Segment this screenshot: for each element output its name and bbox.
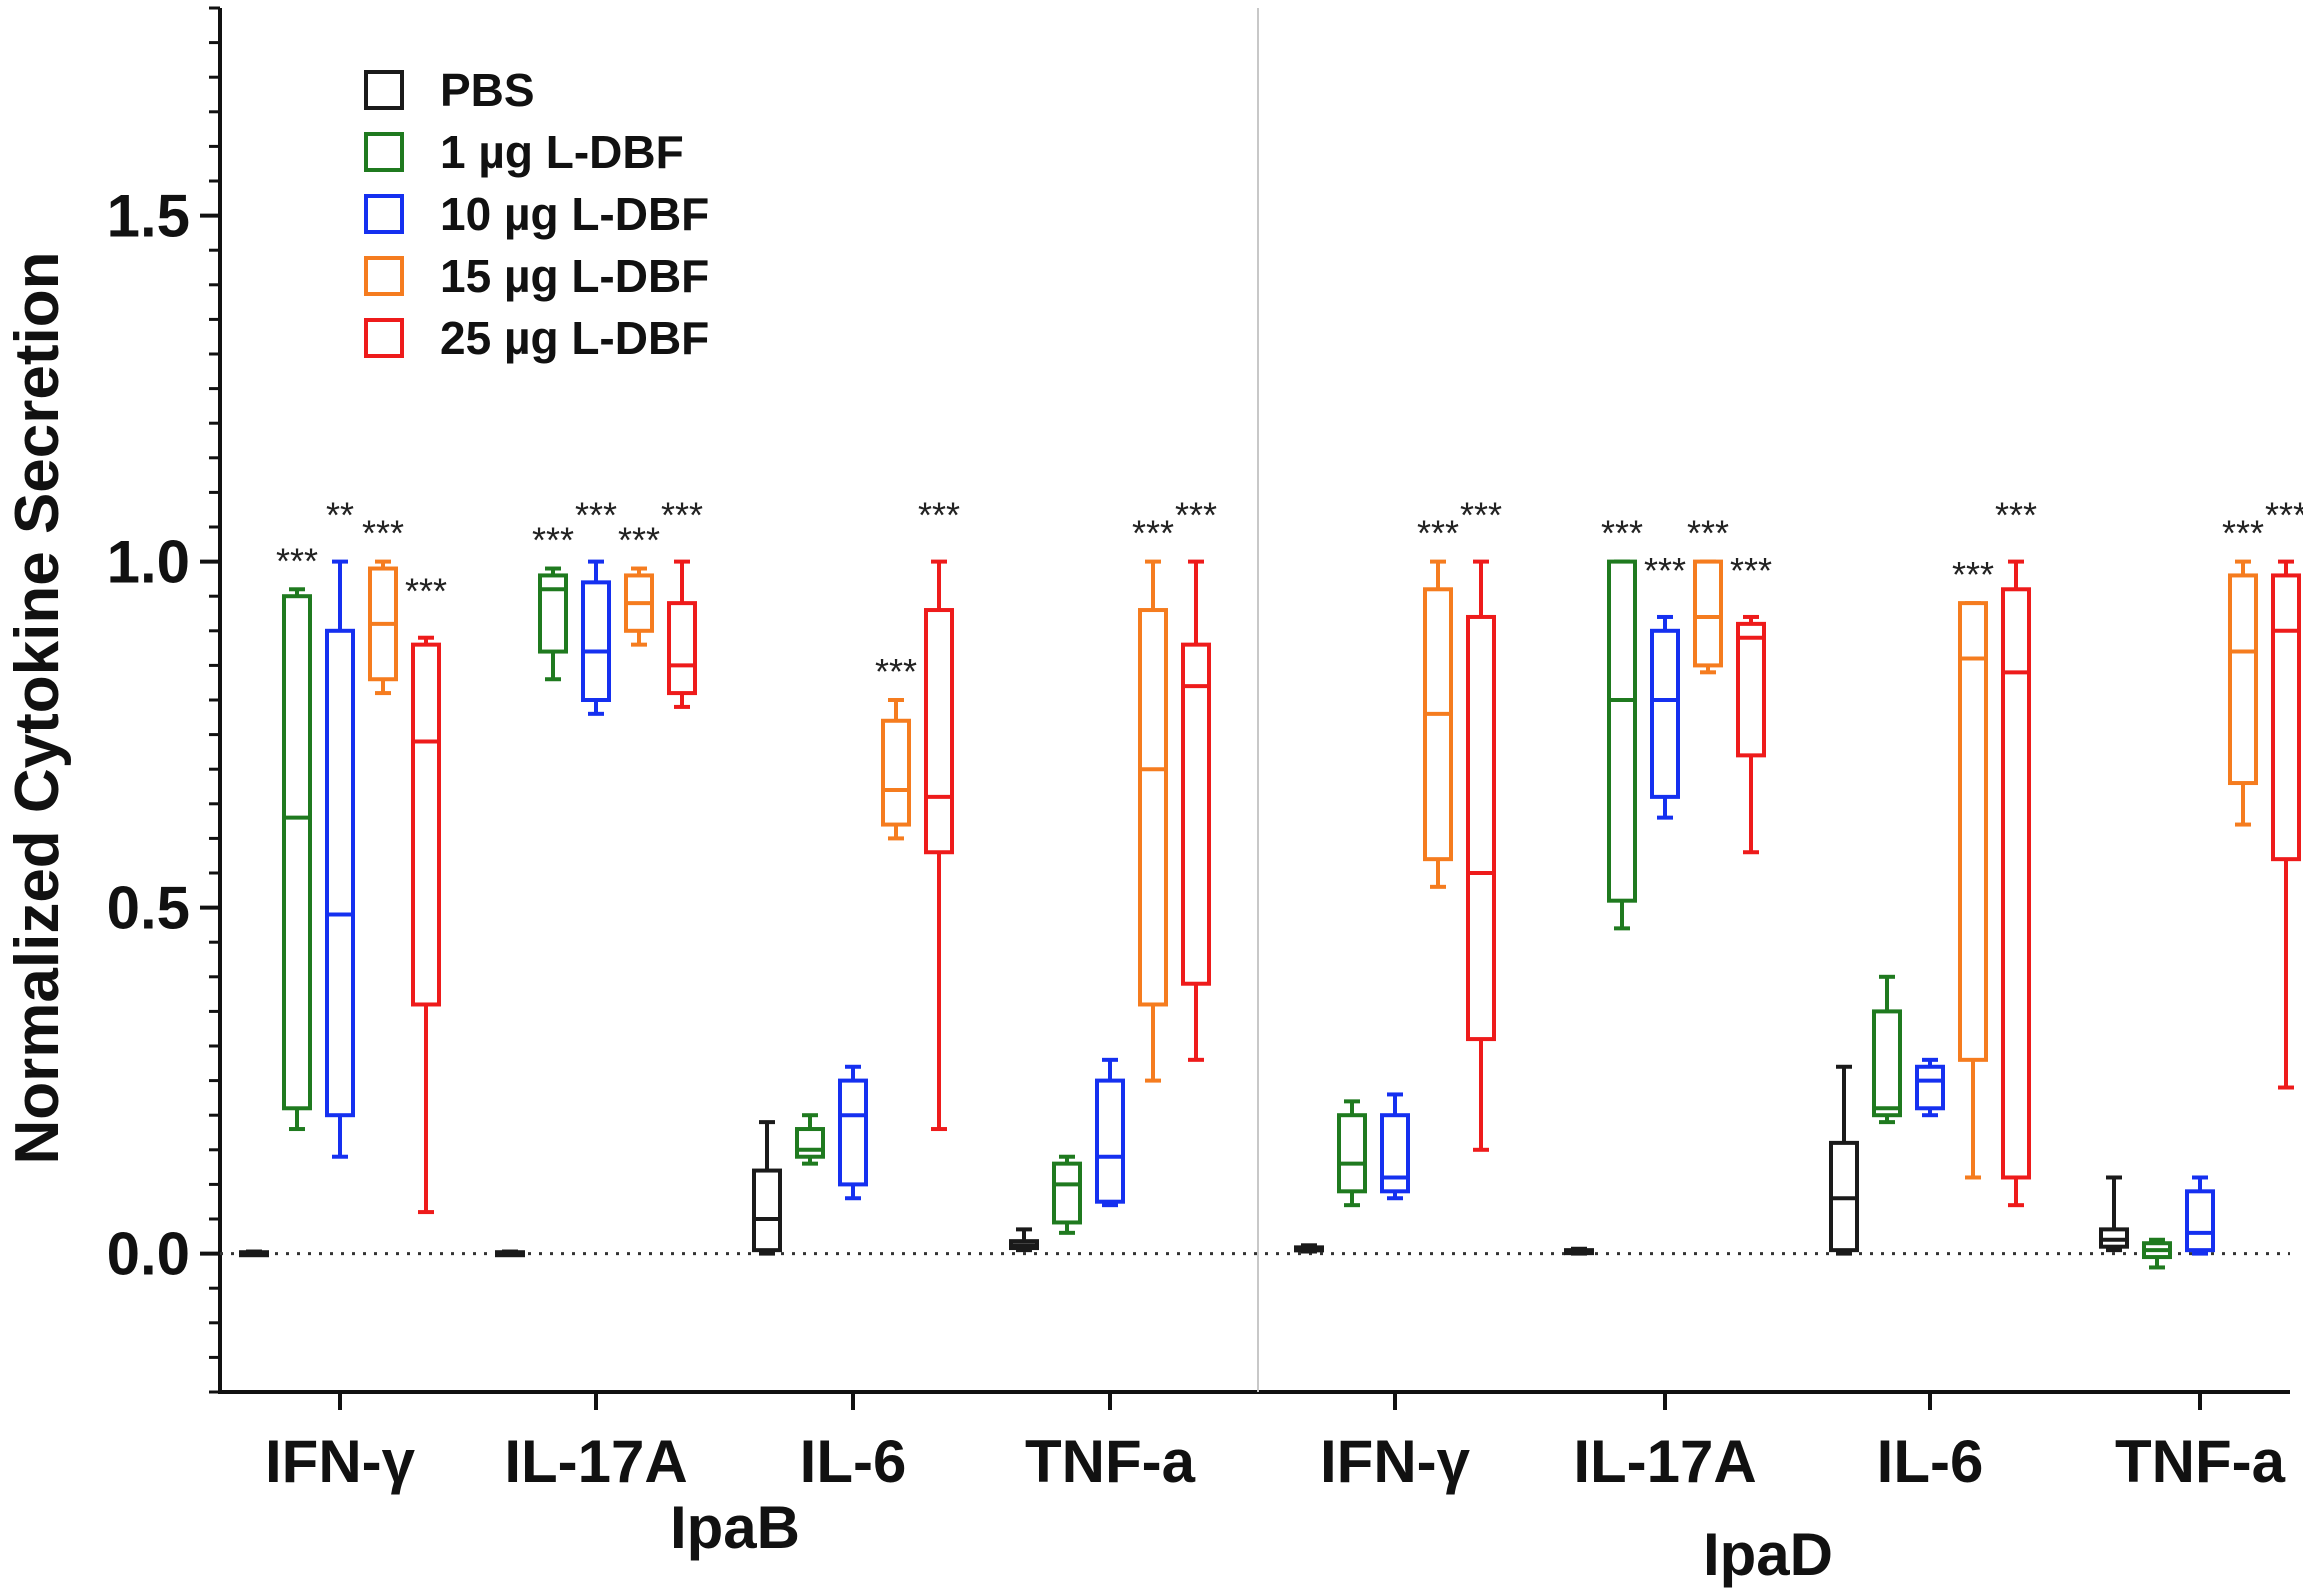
box — [282, 594, 312, 1111]
box — [1095, 1078, 1125, 1204]
box — [1052, 1161, 1082, 1225]
series-0 — [239, 1064, 2129, 1258]
box — [411, 642, 441, 1007]
significance-label: *** — [918, 495, 960, 536]
box — [667, 601, 697, 696]
box — [1423, 587, 1453, 862]
significance-label: *** — [618, 520, 660, 561]
significance-label: *** — [1952, 554, 1994, 595]
legend-label: 10 µg L-DBF — [440, 188, 709, 240]
box — [1736, 621, 1766, 758]
y-tick-label: 1.0 — [107, 529, 190, 596]
x-category-label: TNF-a — [1025, 1428, 1196, 1495]
box — [581, 580, 611, 702]
legend-swatch — [364, 256, 404, 296]
series-2 — [325, 559, 2215, 1256]
box — [1693, 559, 1723, 668]
legend-label: 1 µg L-DBF — [440, 126, 684, 178]
significance-label: *** — [1132, 513, 1174, 554]
significance-label: *** — [2265, 495, 2303, 536]
significance-labels: ****** ***** ********* ********* *** ********… — [276, 495, 2303, 692]
significance-label: *** — [405, 571, 447, 612]
legend-label: 15 µg L-DBF — [440, 250, 709, 302]
significance-label: ** — [326, 495, 354, 536]
box — [1915, 1064, 1945, 1111]
significance-label: *** — [1601, 513, 1643, 554]
y-tick-label: 0.0 — [107, 1221, 190, 1288]
series-4 — [411, 559, 2301, 1215]
legend-swatch — [364, 132, 404, 172]
box — [924, 608, 954, 855]
x-category-label: IL-6 — [1877, 1428, 1984, 1495]
x-category-label: IFN-γ — [1320, 1428, 1471, 1495]
box — [2185, 1189, 2215, 1253]
box — [1958, 601, 1988, 1062]
box — [2228, 573, 2258, 786]
x-group-label: IpaB — [670, 1494, 800, 1561]
box — [2001, 587, 2031, 1180]
legend-label: 25 µg L-DBF — [440, 312, 709, 364]
x-category-label: IL-17A — [1573, 1428, 1756, 1495]
significance-label: *** — [2222, 513, 2264, 554]
box — [1380, 1113, 1410, 1194]
significance-label: *** — [276, 540, 318, 581]
box — [538, 573, 568, 654]
legend-swatch — [364, 194, 404, 234]
legend-swatch — [364, 318, 404, 358]
box — [881, 718, 911, 827]
significance-label: *** — [362, 513, 404, 554]
x-category-label: TNF-a — [2115, 1428, 2286, 1495]
x-axis-labels: IFN-γ IL-17A IL-6 TNF-a IpaB IFN-γ IL-17A IL-6 T… — [265, 1428, 2286, 1588]
significance-label: *** — [575, 495, 617, 536]
y-axis-title: Normalized Cytokine Secretion — [3, 251, 72, 1164]
x-group-label: IpaD — [1703, 1521, 1833, 1588]
box — [2271, 573, 2301, 862]
box — [752, 1168, 782, 1253]
significance-label: *** — [1175, 495, 1217, 536]
box — [1607, 559, 1637, 903]
significance-label: *** — [1730, 550, 1772, 591]
x-category-label: IFN-γ — [265, 1428, 416, 1495]
box — [325, 628, 355, 1118]
box — [838, 1078, 868, 1187]
x-category-label: IL-17A — [504, 1428, 687, 1495]
y-tick-label: 0.5 — [107, 875, 190, 942]
series-3 — [368, 559, 2258, 1180]
series-1 — [282, 559, 2172, 1270]
significance-label: *** — [661, 495, 703, 536]
significance-label: *** — [1687, 513, 1729, 554]
box — [1337, 1113, 1367, 1194]
significance-label: *** — [1417, 513, 1459, 554]
box — [1872, 1009, 1902, 1118]
box — [795, 1127, 825, 1159]
y-tick-label: 1.5 — [107, 183, 190, 250]
significance-label: *** — [875, 651, 917, 692]
significance-label: *** — [532, 520, 574, 561]
legend-label: PBS — [440, 64, 535, 116]
box-series — [239, 559, 2301, 1270]
significance-label: *** — [1460, 495, 1502, 536]
box — [1650, 628, 1680, 799]
legend: PBS 1 µg L-DBF 10 µg L-DBF 15 µg L-DBF 25 µg… — [364, 64, 709, 364]
legend-swatch — [364, 70, 404, 110]
significance-label: *** — [1995, 495, 2037, 536]
box — [1138, 608, 1168, 1007]
box — [1181, 642, 1211, 986]
axes: 0.0 0.5 1.0 1.5 — [107, 6, 2290, 1410]
significance-label: *** — [1644, 550, 1686, 591]
x-category-label: IL-6 — [800, 1428, 907, 1495]
box — [1466, 614, 1496, 1042]
